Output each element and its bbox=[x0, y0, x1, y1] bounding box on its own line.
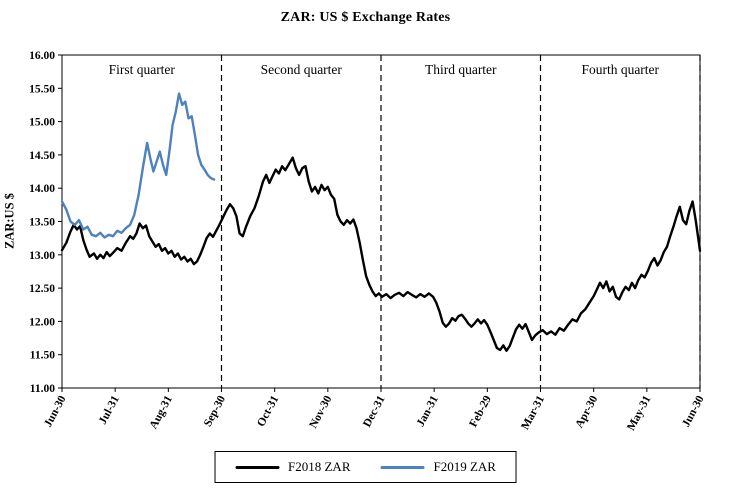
x-tick-label: Jun-30 bbox=[42, 394, 69, 430]
f2018-line-sample bbox=[235, 465, 280, 469]
y-tick-label: 12.50 bbox=[29, 283, 55, 295]
y-tick-label: 13.50 bbox=[29, 217, 55, 229]
y-tick-label: 16.00 bbox=[29, 50, 55, 62]
y-tick-label: 12.00 bbox=[29, 316, 55, 328]
x-tick-label: Jul-31 bbox=[97, 394, 122, 427]
legend: F2018 ZAR F2019 ZAR bbox=[214, 451, 517, 483]
y-tick-label: 14.00 bbox=[29, 183, 55, 195]
chart-title: ZAR: US $ Exchange Rates bbox=[280, 10, 451, 25]
x-tick-label: Dec-31 bbox=[361, 394, 388, 430]
x-tick-label: Oct-31 bbox=[255, 394, 281, 429]
y-tick-label: 15.50 bbox=[29, 83, 55, 95]
y-tick-label: 13.00 bbox=[29, 250, 55, 262]
quarter-label: First quarter bbox=[109, 62, 176, 77]
x-tick-label: Feb-29 bbox=[467, 394, 494, 430]
quarter-label: Fourth quarter bbox=[581, 62, 659, 77]
x-tick-label: Aug-31 bbox=[148, 394, 176, 431]
series-line-f2018-zar bbox=[60, 156, 702, 352]
x-tick-label: Sep-30 bbox=[202, 394, 228, 429]
x-tick-label: May-31 bbox=[625, 394, 653, 433]
legend-label-f2018: F2018 ZAR bbox=[288, 459, 351, 474]
y-tick-label: 14.50 bbox=[29, 150, 55, 162]
x-tick-label: Nov-30 bbox=[307, 394, 334, 431]
x-tick-label: Mar-31 bbox=[519, 394, 547, 432]
legend-item-f2018: F2018 ZAR bbox=[235, 459, 351, 475]
quarter-label: Second quarter bbox=[261, 62, 343, 77]
x-tick-label: Apr-30 bbox=[573, 394, 600, 430]
x-tick-label: Jan-31 bbox=[415, 394, 441, 429]
y-tick-label: 15.00 bbox=[29, 117, 55, 129]
legend-item-f2019: F2019 ZAR bbox=[380, 459, 496, 475]
legend-label-f2019: F2019 ZAR bbox=[433, 459, 496, 474]
quarter-label: Third quarter bbox=[425, 62, 497, 77]
series-line-f2019-zar bbox=[60, 92, 216, 239]
x-tick-label: Jun-30 bbox=[680, 394, 707, 430]
f2019-line-sample bbox=[380, 465, 425, 469]
y-tick-label: 11.00 bbox=[30, 383, 55, 395]
y-tick-label: 11.50 bbox=[30, 350, 55, 362]
